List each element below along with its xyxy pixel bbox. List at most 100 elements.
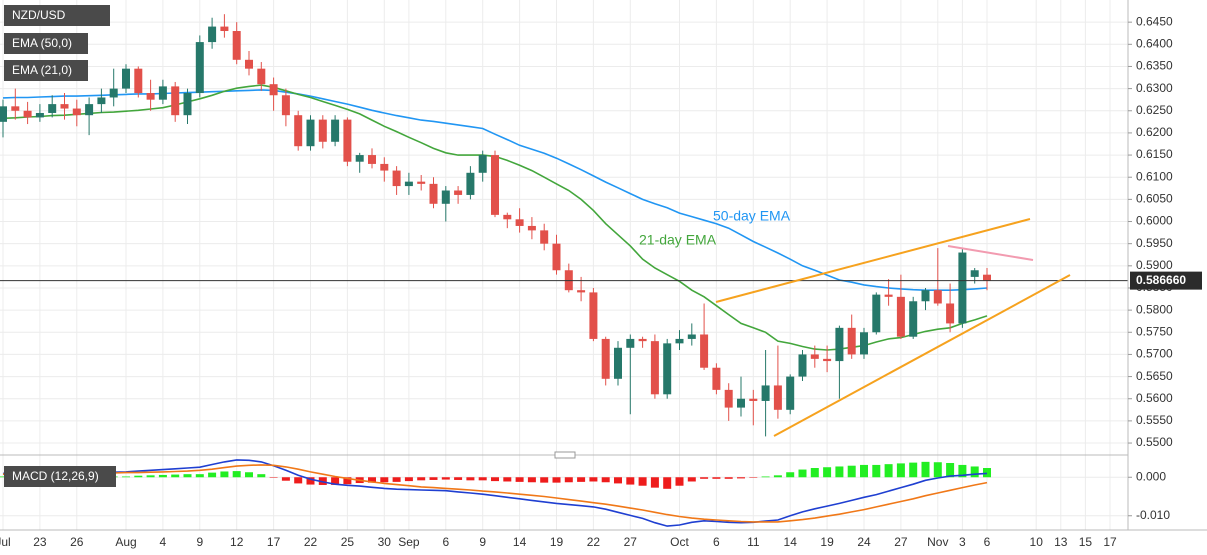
histogram-bar: [540, 477, 549, 483]
candle-body: [355, 155, 364, 162]
x-tick-label: Oct: [670, 535, 689, 549]
candle-body: [650, 341, 659, 395]
candle-body: [281, 95, 290, 116]
y-tick-label: 0.5600: [1136, 391, 1173, 405]
candle-body: [933, 290, 942, 304]
candle-body: [663, 343, 672, 395]
histogram-bar: [884, 464, 893, 478]
candle-body: [872, 294, 881, 333]
histogram-bar: [626, 477, 635, 485]
histogram-bar: [909, 462, 918, 478]
candle-body: [823, 358, 832, 362]
histogram-bar: [577, 477, 586, 482]
candle-body: [454, 190, 463, 195]
candle-body: [700, 334, 709, 368]
pane-handle: [554, 451, 576, 459]
y-tick-label: 0.5500: [1136, 435, 1173, 449]
x-tick-label: 23: [33, 535, 47, 549]
legend-title: NZD/USD: [12, 8, 66, 22]
candle-body: [48, 104, 57, 113]
candle-body: [380, 163, 389, 171]
candle-body: [552, 243, 561, 271]
candle-body: [515, 219, 524, 226]
x-tick-label: 11: [747, 535, 760, 549]
y-tick-label: -0.010: [1136, 508, 1170, 522]
histogram-bar: [503, 477, 512, 482]
x-tick-label: 6: [442, 535, 449, 549]
candle-body: [331, 119, 340, 142]
histogram-bar: [195, 474, 204, 478]
histogram-bar: [527, 477, 536, 483]
candle-body: [638, 338, 647, 342]
x-tick-label: 17: [267, 535, 281, 549]
y-tick-label: 0.6400: [1136, 36, 1173, 50]
histogram-bar: [183, 474, 192, 478]
histogram-bar: [749, 477, 758, 478]
x-tick-label: 15: [1079, 535, 1093, 549]
histogram-bar: [970, 466, 979, 478]
candle-body: [614, 347, 622, 379]
histogram-bar: [712, 477, 721, 479]
x-tick-label: 12: [230, 535, 244, 549]
candle-body: [60, 104, 69, 109]
x-tick-label: 22: [304, 535, 318, 549]
candle-body: [589, 292, 598, 339]
candle-body: [540, 230, 549, 244]
candle-body: [491, 155, 499, 215]
histogram-bar: [294, 477, 303, 484]
trend-line: [947, 245, 1034, 261]
candle-body: [146, 93, 155, 100]
candle-body: [983, 274, 991, 281]
candle-body: [134, 68, 143, 94]
candle-body: [478, 155, 487, 173]
histogram-bar: [134, 475, 143, 478]
histogram-bar: [737, 477, 745, 479]
legend-box: [4, 33, 88, 54]
candle-body: [921, 290, 930, 302]
candle-body: [958, 252, 967, 324]
candle-body: [318, 119, 327, 142]
x-tick-label: 9: [479, 535, 486, 549]
histogram-bar: [687, 477, 696, 482]
histogram-bar: [466, 477, 475, 481]
histogram-bar: [564, 477, 573, 483]
candle-body: [158, 86, 167, 100]
last-price-label: 0.586660: [1136, 273, 1186, 287]
x-tick-label: Aug: [115, 535, 136, 549]
candle-body: [122, 68, 130, 89]
x-tick-label: 14: [784, 535, 798, 549]
x-tick-label: 26: [70, 535, 84, 549]
y-tick-label: 0.6250: [1136, 103, 1173, 117]
x-tick-label: 19: [550, 535, 564, 549]
candle-body: [245, 59, 253, 69]
histogram-bar: [700, 477, 709, 479]
histogram-bar: [429, 477, 438, 480]
x-tick-label: 13: [1054, 535, 1068, 549]
histogram-bar: [491, 477, 499, 482]
histogram-bar: [847, 465, 856, 478]
macd-line: [3, 459, 988, 527]
histogram-bar: [798, 469, 807, 478]
histogram-bar: [896, 463, 905, 478]
candle-body: [675, 338, 684, 344]
candle-body: [195, 42, 204, 94]
candle-body: [884, 294, 893, 297]
y-tick-label: 0.5550: [1136, 413, 1173, 427]
histogram-bar: [368, 477, 376, 483]
candle-body: [860, 332, 868, 355]
candle-body: [601, 338, 610, 379]
histogram-bar: [650, 477, 659, 488]
histogram-bar: [0, 476, 7, 478]
x-tick-label: 27: [894, 535, 908, 549]
histogram-bar: [614, 477, 622, 484]
y-tick-label: 0.6150: [1136, 147, 1173, 161]
histogram-bar: [146, 475, 155, 478]
y-tick-label: 0.5700: [1136, 347, 1173, 361]
candle-body: [909, 301, 918, 337]
x-tick-label: 17: [1103, 535, 1117, 549]
histogram-bar: [761, 476, 770, 478]
candle-body: [970, 270, 979, 277]
histogram-bar: [245, 472, 253, 478]
candle-body: [232, 31, 241, 60]
histogram-bar: [478, 477, 487, 481]
